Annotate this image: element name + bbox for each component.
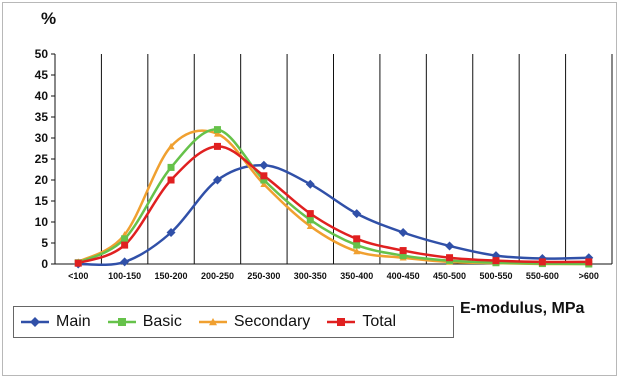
y-tick-label: 25 [35,152,49,166]
x-tick-labels: <100 100-150 150-200 200-250 250-300 300-350 3… [68,271,599,281]
legend-item-main: Main [20,313,91,331]
data-point-total [353,235,361,243]
x-tick-label: 350-400 [340,271,373,281]
y-tick-label: 20 [35,173,49,187]
data-point-basic [167,163,175,171]
y-tick-label: 35 [35,110,49,124]
data-point-secondary [260,180,268,187]
x-tick-label: 550-600 [526,271,559,281]
legend-swatch-marker [337,318,346,326]
y-tick-label: 5 [41,236,48,250]
data-point-total [121,241,129,249]
data-point-basic [353,241,361,249]
x-tick-label: 150-200 [155,271,188,281]
y-axis-label: % [41,9,57,28]
data-point-main [445,241,455,251]
data-point-main [398,228,408,237]
data-point-total [74,259,82,267]
data-point-basic [399,252,407,260]
legend-item-secondary: Secondary [198,313,311,331]
legend-label: Basic [142,313,182,330]
data-point-secondary [213,130,221,137]
series-markers [73,126,594,269]
data-point-total [446,254,454,262]
x-tick-label: 500-550 [479,271,512,281]
legend-label: Main [56,313,91,330]
data-point-main [584,253,594,263]
data-point-secondary [353,247,361,255]
data-point-main [352,209,362,219]
data-point-basic [213,126,221,134]
y-tick-label: 0 [41,257,48,271]
legend-swatch-marker [208,318,217,326]
data-point-secondary [306,222,314,229]
data-point-basic [260,176,268,184]
data-point-total [399,247,407,255]
y-tick-label: 30 [35,131,49,145]
data-point-total [167,176,175,184]
y-tick-label: 15 [35,194,49,208]
x-tick-label: <100 [68,271,88,281]
y-tick-labels: 0 5 10 15 20 25 30 35 40 45 50 [35,47,55,271]
chart-frame: % 0 5 10 15 20 25 30 35 40 45 50 <100 100-150 150-20… [2,2,617,376]
data-point-main [305,179,315,189]
x-tick-label: 100-150 [108,271,141,281]
data-point-main [120,257,130,267]
y-tick-label: 40 [35,89,49,103]
x-tick-label: 450-500 [433,271,466,281]
legend-swatch [107,318,136,326]
y-tick-label: 10 [35,215,49,229]
line-chart: 0 5 10 15 20 25 30 35 40 45 50 <100 100-150 150-200 2… [35,47,613,281]
y-tick-label: 50 [35,47,49,61]
data-point-total [538,258,546,266]
legend-swatch-marker [117,318,126,326]
x-tick-label: 300-350 [294,271,327,281]
data-point-total [213,142,221,150]
legend-swatch-marker [30,317,40,327]
legend-swatch [198,318,227,326]
y-tick-label: 45 [35,68,49,82]
data-point-basic [121,235,129,243]
data-point-main [166,228,176,237]
x-axis-label: E-modulus, MPa [460,300,585,317]
data-point-total [492,257,500,265]
legend-swatch [21,317,49,327]
legend-label: Total [362,313,397,330]
data-point-secondary [167,142,175,150]
legend-item-total: Total [326,313,396,331]
x-tick-label: >600 [579,271,599,281]
x-tick-label: 400-450 [387,271,420,281]
data-point-basic [306,216,314,224]
legend-swatch [327,318,356,326]
legend-item-basic: Basic [107,313,182,331]
data-point-total [585,258,593,266]
data-point-main [212,175,222,185]
legend-label: Secondary [233,313,311,330]
data-point-main [259,160,269,170]
data-point-total [306,210,314,218]
x-tick-label: 200-250 [201,271,234,281]
legend: Main Basic Secondary Total [13,306,454,338]
grid-lines [54,54,613,264]
data-point-total [260,172,268,180]
x-tick-label: 250-300 [247,271,280,281]
